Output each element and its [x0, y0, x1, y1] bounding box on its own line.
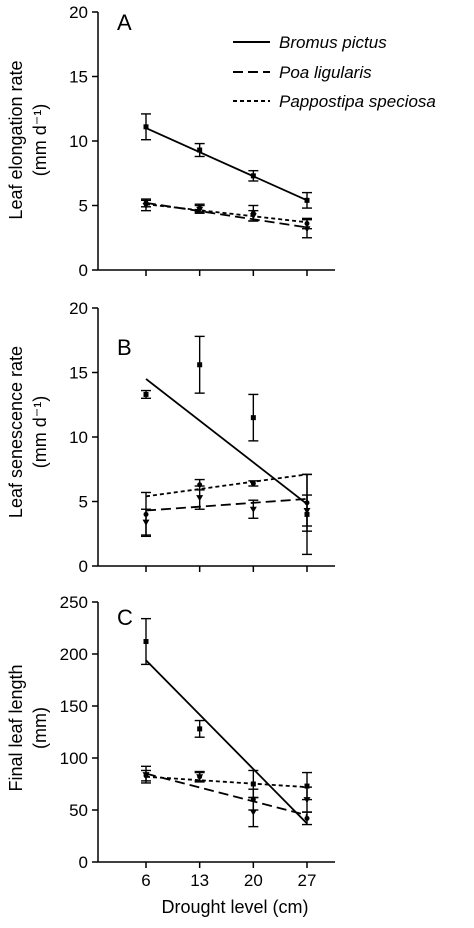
y-tick-label-a: 10: [69, 132, 88, 151]
trend-line-pappostipa-b: [145, 473, 308, 498]
data-point-pappostipa-a: [143, 200, 149, 206]
y-axis-label-c-line1: Final leaf length: [6, 664, 26, 791]
y-tick-label-c: 0: [79, 853, 88, 872]
y-tick-label-c: 200: [60, 645, 88, 664]
legend-label-pappostipa: Pappostipa speciosa: [279, 92, 436, 111]
y-tick-label-c: 50: [69, 801, 88, 820]
data-point-pappostipa-b: [250, 480, 256, 486]
trend-line-poa-a: [145, 202, 308, 229]
y-tick-label-b: 15: [69, 364, 88, 383]
data-point-pappostipa-c: [304, 815, 310, 821]
data-point-bromus-c: [197, 726, 203, 732]
panel-letter-b: B: [117, 335, 132, 360]
data-point-pappostipa-b: [197, 482, 203, 488]
y-tick-label-a: 0: [79, 261, 88, 280]
y-axis-label-b-line2: (mm d⁻¹): [30, 396, 50, 468]
y-tick-label-b: 10: [69, 428, 88, 447]
data-point-bromus-b: [197, 362, 203, 368]
legend-label-bromus: Bromus pictus: [279, 33, 387, 52]
data-point-pappostipa-c: [143, 773, 149, 779]
data-point-bromus-c: [304, 783, 310, 789]
legend-label-poa: Poa ligularis: [279, 63, 372, 82]
trend-line-bromus-a: [145, 127, 308, 202]
y-axis-label-c-line2: (mm): [30, 707, 50, 749]
data-point-bromus-a: [250, 173, 256, 179]
data-point-pappostipa-b: [143, 511, 149, 517]
data-point-poa-c: [303, 797, 311, 804]
y-tick-label-b: 5: [79, 493, 88, 512]
panel-letter-c: C: [117, 605, 133, 630]
panel-letter-a: A: [117, 10, 132, 35]
y-tick-label-c: 150: [60, 697, 88, 716]
y-axis-label-b-line1: Leaf senescence rate: [6, 346, 26, 518]
data-point-pappostipa-a: [197, 205, 203, 211]
data-point-pappostipa-c: [197, 774, 203, 780]
x-axis-label: Drought level (cm): [161, 897, 308, 917]
trend-line-pappostipa-a: [145, 203, 308, 224]
data-point-bromus-c: [143, 639, 149, 645]
data-point-bromus-b: [143, 391, 149, 397]
data-point-bromus-b: [250, 415, 256, 421]
y-tick-label-b: 20: [69, 299, 88, 318]
data-point-poa-b: [196, 495, 204, 502]
data-point-pappostipa-c: [250, 797, 256, 803]
x-tick-label: 27: [298, 871, 317, 890]
y-axis-label-a-line1: Leaf elongation rate: [6, 60, 26, 219]
data-point-poa-c: [249, 809, 257, 816]
y-axis-label-a-line2: (mm d⁻¹): [30, 104, 50, 176]
y-tick-label-a: 15: [69, 68, 88, 87]
data-point-pappostipa-a: [304, 221, 310, 227]
x-tick-label: 20: [244, 871, 263, 890]
trend-line-bromus-b: [145, 378, 308, 505]
x-tick-label: 13: [190, 871, 209, 890]
y-tick-label-a: 20: [69, 3, 88, 22]
data-point-bromus-a: [197, 147, 203, 153]
trend-line-poa-b: [145, 498, 308, 512]
legend: Bromus pictus Poa ligularis Pappostipa s…: [233, 33, 436, 111]
y-tick-label-c: 100: [60, 749, 88, 768]
x-tick-label: 6: [141, 871, 150, 890]
data-point-pappostipa-a: [250, 210, 256, 216]
y-tick-label-a: 5: [79, 197, 88, 216]
trend-line-poa-c: [145, 772, 308, 817]
trend-line-pappostipa-c: [145, 775, 308, 789]
trend-line-bromus-c: [145, 659, 308, 825]
data-point-bromus-a: [143, 124, 149, 130]
y-tick-label-c: 250: [60, 593, 88, 612]
y-tick-label-b: 0: [79, 557, 88, 576]
data-point-bromus-a: [304, 197, 310, 203]
data-point-poa-b: [249, 506, 257, 513]
data-point-pappostipa-b: [304, 500, 310, 506]
